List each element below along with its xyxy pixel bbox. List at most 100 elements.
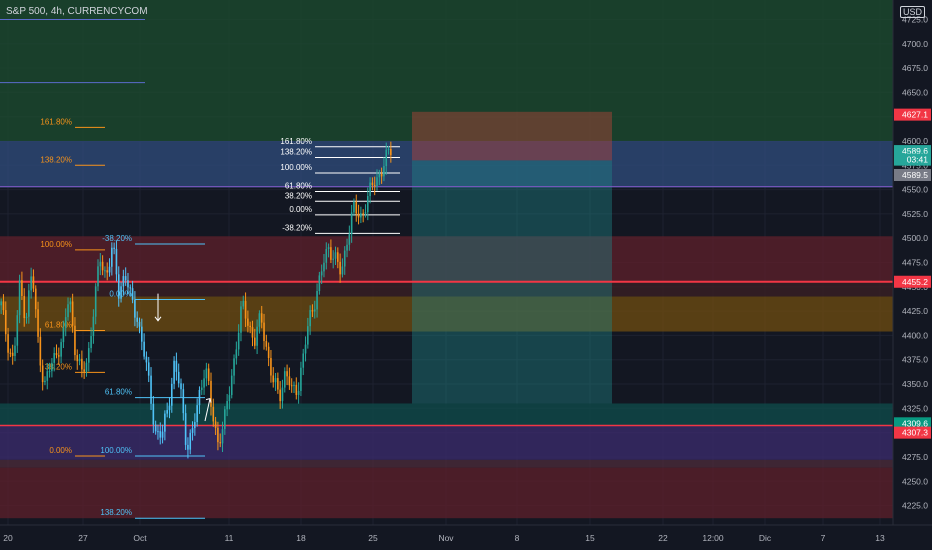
- candle-body: [14, 345, 16, 356]
- candle-body: [4, 310, 7, 335]
- candle-body: [51, 362, 53, 372]
- candle-body: [170, 383, 173, 406]
- candle-body: [343, 250, 346, 267]
- candle-body: [357, 213, 360, 218]
- candle-body: [184, 413, 187, 445]
- candle-body: [334, 252, 337, 259]
- candle-body: [390, 148, 392, 156]
- candle-body: [97, 266, 99, 287]
- x-tick-label: 27: [78, 533, 88, 543]
- currency-button[interactable]: USD: [900, 6, 926, 18]
- fib-level-label: 138.20%: [280, 148, 312, 157]
- candle-body: [210, 380, 212, 407]
- price-badge-label: 4455.2: [902, 277, 928, 287]
- candle-body: [147, 362, 150, 376]
- x-tick-label: Nov: [438, 533, 454, 543]
- candle-body: [127, 280, 129, 288]
- fib-level-label: 138.20%: [100, 508, 132, 517]
- candle-body: [157, 431, 159, 433]
- fib-level-label: -38.20%: [282, 223, 312, 232]
- candle-body: [330, 247, 332, 260]
- candle-body: [203, 378, 205, 388]
- y-tick-label: 4650.0: [902, 87, 928, 97]
- y-tick-label: 4375.0: [902, 355, 928, 365]
- price-zone: [0, 459, 893, 468]
- candle-body: [279, 389, 281, 402]
- candle-body: [37, 309, 39, 337]
- candle-body: [228, 395, 231, 402]
- candle-body: [173, 360, 175, 384]
- candle-body: [337, 252, 339, 262]
- candle-body: [251, 327, 254, 338]
- candle-body: [360, 213, 362, 218]
- arrow-up-icon-head: [205, 398, 212, 403]
- candle-body: [274, 378, 277, 383]
- candle-body: [44, 380, 46, 383]
- chart-title: S&P 500, 4h, CURRENCYCOM: [6, 6, 148, 17]
- candle-body: [341, 266, 344, 275]
- y-tick-label: 4475.0: [902, 258, 928, 268]
- candle-body: [233, 358, 235, 376]
- x-tick-label: 20: [3, 533, 13, 543]
- candle-body: [237, 332, 240, 350]
- candle-body: [87, 348, 90, 363]
- candle-body: [150, 375, 152, 404]
- candle-body: [366, 196, 369, 213]
- candle-body: [16, 315, 19, 346]
- candle-body: [48, 371, 51, 373]
- price-badge: [894, 153, 931, 166]
- candle-body: [318, 275, 321, 292]
- candle-body: [200, 387, 203, 390]
- y-tick-label: 4525.0: [902, 209, 928, 219]
- y-tick-label: 4725.0: [902, 14, 928, 24]
- arrow-down-icon-head: [154, 316, 162, 322]
- candle-body: [198, 389, 201, 406]
- price-zone: [0, 425, 893, 460]
- price-zone: [0, 281, 893, 297]
- price-zone: [0, 467, 893, 519]
- candle-body: [242, 300, 245, 307]
- price-badge: [894, 417, 931, 430]
- x-tick-label: 18: [296, 533, 306, 543]
- candle-body: [256, 326, 258, 346]
- candle-body: [92, 316, 95, 337]
- candle-body: [106, 270, 109, 273]
- y-tick-label: 4350.0: [902, 379, 928, 389]
- candle-body: [2, 301, 5, 311]
- candle-body: [327, 247, 330, 250]
- candle-body: [270, 358, 272, 376]
- candle-body: [161, 431, 164, 438]
- candle-body: [219, 442, 222, 444]
- y-tick-label: 4600.0: [902, 136, 928, 146]
- x-tick-label: 8: [515, 533, 520, 543]
- candle-body: [175, 360, 178, 372]
- candle-body: [18, 280, 21, 316]
- candle-body: [277, 378, 279, 390]
- candle-body: [362, 213, 364, 215]
- candle-body: [205, 368, 208, 379]
- price-badge: [894, 108, 931, 121]
- candle-body: [369, 182, 371, 197]
- fib-level-label: 100.00%: [100, 446, 132, 455]
- candle-body: [55, 353, 58, 356]
- candle-body: [129, 287, 132, 289]
- candle-body: [117, 274, 120, 299]
- fib-level-label: 61.80%: [45, 321, 72, 330]
- candle-body: [23, 296, 26, 319]
- y-tick-label: 4250.0: [902, 476, 928, 486]
- y-tick-label: 4275.0: [902, 452, 928, 462]
- x-tick-label: 25: [368, 533, 378, 543]
- fib-level-label: 61.80%: [105, 388, 132, 397]
- position-target-zone: [412, 111, 612, 161]
- candle-body: [187, 444, 189, 450]
- candle-body: [371, 182, 374, 186]
- fib-level-label: 100.00%: [280, 163, 312, 172]
- candle-body: [141, 326, 143, 342]
- price-axis-background: [893, 0, 932, 550]
- candle-body: [143, 341, 145, 357]
- x-tick-label: Oct: [133, 533, 147, 543]
- candle-body: [30, 276, 32, 291]
- candle-body: [378, 173, 381, 178]
- candle-body: [99, 261, 102, 267]
